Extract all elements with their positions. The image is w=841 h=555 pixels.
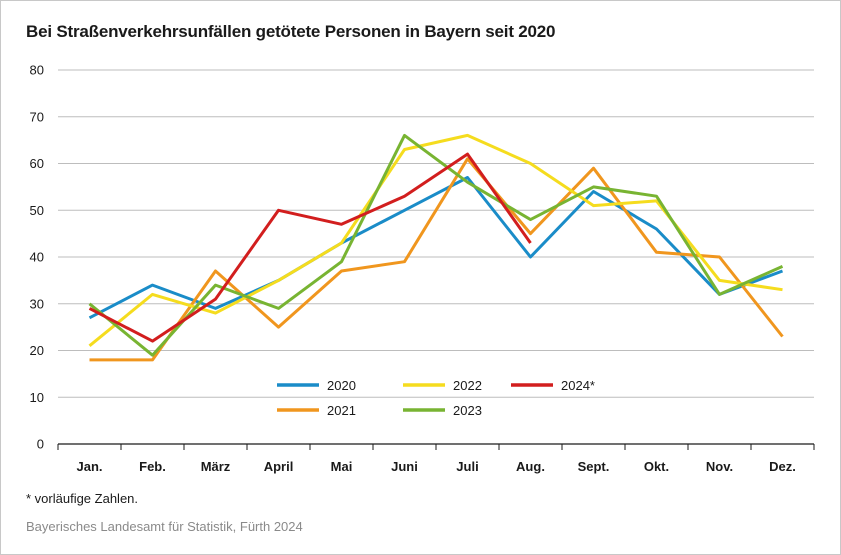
x-tick-label: März — [201, 459, 231, 474]
x-tick-label: Aug. — [516, 459, 545, 474]
legend-label: 2020 — [327, 378, 356, 393]
x-tick-label: Okt. — [644, 459, 669, 474]
y-tick-label: 70 — [30, 109, 44, 124]
x-tick-label: Feb. — [139, 459, 166, 474]
grid-lines — [58, 69, 814, 398]
x-tick-label: Nov. — [706, 459, 733, 474]
y-tick-label: 50 — [30, 203, 44, 218]
x-tick-label: Sept. — [578, 459, 610, 474]
x-tick-label: Juli — [456, 459, 478, 474]
chart-title: Bei Straßenverkehrsunfällen getötete Per… — [26, 22, 556, 41]
series-line-2021 — [89, 157, 784, 362]
legend-label: 2022 — [453, 378, 482, 393]
x-tick-label: Juni — [391, 459, 418, 474]
series-line-2020 — [88, 176, 784, 320]
y-tick-label: 10 — [30, 390, 44, 405]
y-tick-label: 80 — [30, 63, 44, 78]
source-note: Bayerisches Landesamt für Statistik, Für… — [26, 519, 303, 534]
y-tick-label: 40 — [30, 250, 44, 265]
y-tick-label: 30 — [30, 296, 44, 311]
y-axis-ticks: 0 10 20 30 40 50 60 70 80 — [30, 63, 44, 452]
y-tick-label: 60 — [30, 156, 44, 171]
legend-label: 2024* — [561, 378, 595, 393]
legend: 2020 2021 2022 2023 2024* — [277, 378, 595, 418]
x-tick-label: April — [264, 459, 294, 474]
legend-label: 2023 — [453, 403, 482, 418]
x-tick-label: Jan. — [76, 459, 102, 474]
series-line-2024 — [88, 152, 532, 343]
x-tick-label: Mai — [331, 459, 353, 474]
footnote: * vorläufige Zahlen. — [26, 491, 139, 506]
series-lines — [88, 133, 784, 362]
x-axis: Jan. Feb. März April Mai Juni Juli Aug. Sept. Okt… — [57, 443, 815, 474]
series-line-2023 — [88, 133, 784, 357]
y-tick-label: 20 — [30, 343, 44, 358]
x-tick-label: Dez. — [769, 459, 796, 474]
legend-label: 2021 — [327, 403, 356, 418]
y-tick-label: 0 — [37, 437, 44, 452]
